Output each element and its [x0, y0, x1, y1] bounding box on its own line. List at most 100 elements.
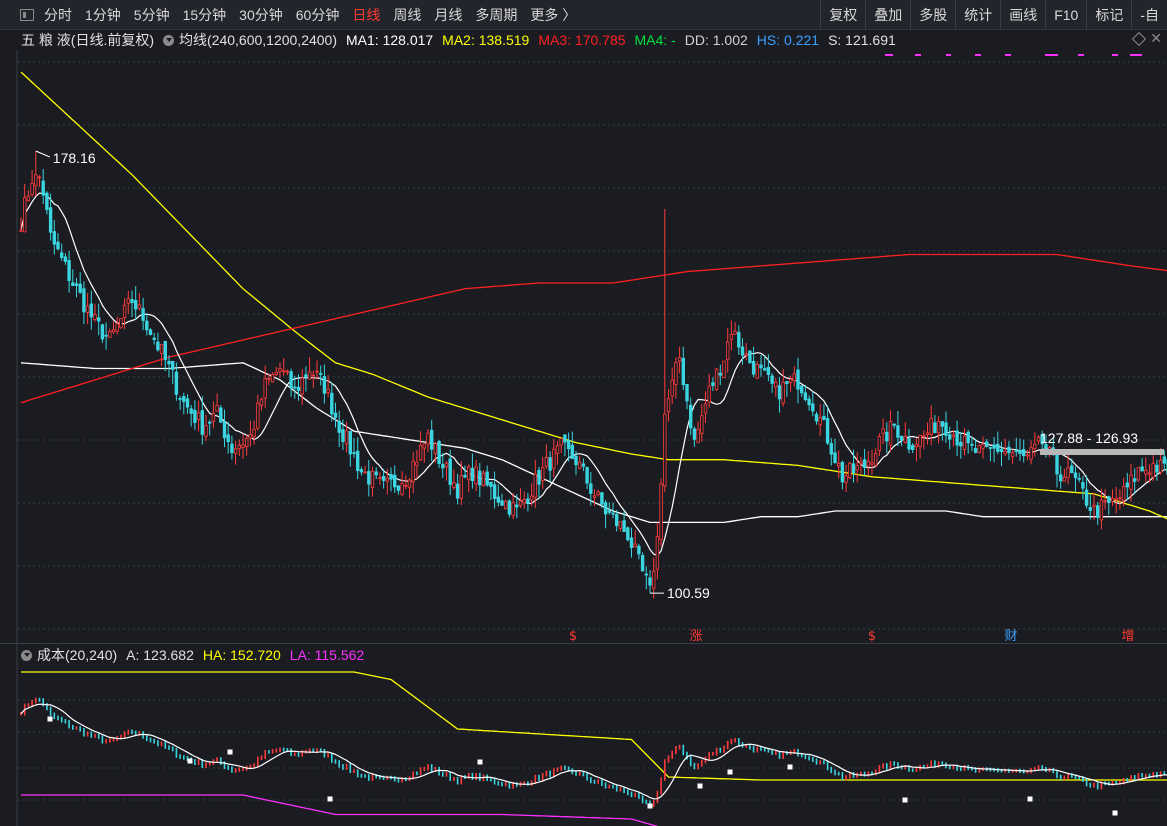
candle-body [411, 460, 415, 483]
candle-body [370, 470, 375, 488]
candle [259, 397, 264, 411]
candle-body [633, 543, 637, 548]
indicator-dropdown-icon[interactable] [21, 649, 32, 661]
candle-body [71, 282, 75, 286]
candle-body [759, 364, 763, 369]
candle-body [555, 444, 560, 454]
candle [337, 410, 341, 447]
period-tab-0[interactable]: 分时 [44, 6, 72, 23]
candle [870, 449, 874, 475]
candle [751, 346, 756, 378]
candle [418, 431, 423, 461]
high-label: 178.16 [53, 150, 96, 166]
tool-button-5[interactable]: F10 [1045, 0, 1086, 30]
cost-marker [47, 716, 53, 722]
candle-body [785, 381, 789, 384]
candle [1147, 464, 1152, 483]
close-icon[interactable]: ✕ [1150, 30, 1162, 46]
dd-value: DD: 1.002 [684, 32, 748, 48]
candle-body [1040, 434, 1044, 445]
period-tab-10[interactable]: 更多 〉 [530, 6, 577, 23]
candle [481, 470, 486, 487]
candle [652, 557, 656, 599]
indicator-label[interactable]: 成本(20,240) [37, 647, 118, 663]
candle-body [167, 360, 171, 365]
candle-body [85, 305, 90, 313]
candle-body [237, 444, 241, 449]
tool-button-6[interactable]: 标记 [1086, 0, 1131, 30]
period-tab-9[interactable]: 多周期 [475, 6, 518, 23]
period-toolbar: 分时 1分钟 5分钟 15分钟 30分钟 60分钟 日线 周线 月线 多周期 更多 〉 复权 叠加 多股… [0, 0, 1167, 30]
ma4-value: MA4: - [634, 32, 676, 48]
candle [1036, 435, 1041, 445]
candle-body [78, 283, 82, 293]
candle-body [26, 195, 31, 202]
candle [589, 471, 593, 506]
tool-button-7[interactable]: -自 [1131, 0, 1167, 30]
candle-body [640, 554, 645, 572]
candle-body [548, 457, 552, 471]
candle-body [666, 398, 671, 413]
candle-body [1162, 456, 1166, 464]
candle-body [189, 408, 193, 414]
candle-body [252, 428, 256, 437]
candle [137, 292, 142, 311]
candle [685, 384, 689, 410]
candle-body [877, 436, 882, 452]
candle-body [352, 452, 356, 454]
candle [359, 466, 364, 476]
candle [637, 543, 641, 560]
period-tab-6[interactable]: 日线 [352, 6, 381, 23]
period-tab-1[interactable]: 1分钟 [85, 6, 121, 23]
candle-body [918, 435, 922, 447]
candle [200, 396, 204, 445]
candle [270, 372, 275, 383]
period-tab-2[interactable]: 5分钟 [133, 6, 170, 23]
candle-body [256, 402, 260, 429]
candle [74, 277, 79, 298]
candle [666, 389, 671, 422]
candle-body [851, 463, 856, 474]
candle-body [999, 448, 1004, 452]
candle-body [341, 429, 345, 442]
tool-button-0[interactable]: 复权 [820, 0, 865, 30]
candle-body [966, 431, 970, 444]
candle-body [244, 438, 249, 447]
candle [559, 437, 563, 454]
period-tab-4[interactable]: 30分钟 [239, 6, 283, 23]
ma-dropdown-icon[interactable] [163, 34, 174, 46]
tool-button-3[interactable]: 统计 [955, 0, 1000, 30]
candle [1092, 492, 1096, 520]
tool-button-1[interactable]: 叠加 [865, 0, 910, 30]
candle-body [722, 360, 726, 379]
candle [19, 217, 23, 232]
candle-body [751, 360, 756, 375]
candle [244, 434, 249, 456]
candle [26, 190, 31, 202]
candle-body [478, 470, 482, 486]
period-tab-8[interactable]: 月线 [434, 6, 463, 23]
candle-body [944, 422, 948, 436]
candle [944, 411, 948, 443]
candle-body [30, 182, 34, 195]
ma-label[interactable]: 均线(240,600,1200,2400) [179, 32, 337, 48]
candle [311, 370, 315, 388]
period-tab-5[interactable]: 60分钟 [295, 6, 340, 23]
tool-button-4[interactable]: 画线 [1000, 0, 1045, 30]
candle [729, 320, 734, 351]
candle [193, 400, 197, 430]
range-label: 127.88 - 126.93 [1040, 430, 1138, 446]
candle-body [130, 299, 134, 304]
candle-body [182, 396, 186, 402]
candle [626, 526, 630, 542]
candle [818, 404, 822, 436]
tool-button-2[interactable]: 多股 [910, 0, 955, 30]
candle [803, 384, 808, 402]
period-tab-7[interactable]: 周线 [393, 6, 422, 23]
panel-toggle-icon[interactable] [20, 8, 34, 21]
candle-body [936, 421, 941, 434]
period-tab-3[interactable]: 15分钟 [182, 6, 227, 23]
candle [607, 502, 611, 515]
candle [544, 444, 549, 469]
